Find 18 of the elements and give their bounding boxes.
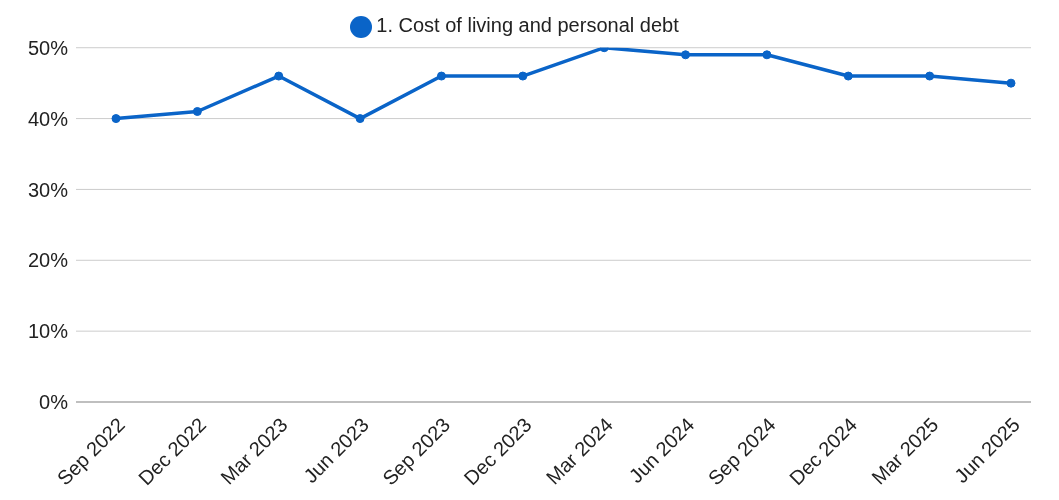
point [518,71,528,81]
point [436,71,446,81]
point [925,71,935,81]
point [355,114,365,124]
y-tick-label: 30% [27,178,69,201]
point [681,50,691,60]
y-tick-label: 20% [27,249,69,272]
point [192,106,202,116]
point [762,50,772,60]
y-tick-label: 50% [27,36,69,59]
point [274,71,284,81]
point [843,71,853,81]
y-tick-label: 0% [39,391,69,414]
point [1006,78,1016,88]
legend-label: 1. Cost of living and personal debt [376,14,679,36]
point [111,114,121,124]
y-tick-label: 10% [27,320,69,343]
y-tick-label: 40% [27,107,69,130]
